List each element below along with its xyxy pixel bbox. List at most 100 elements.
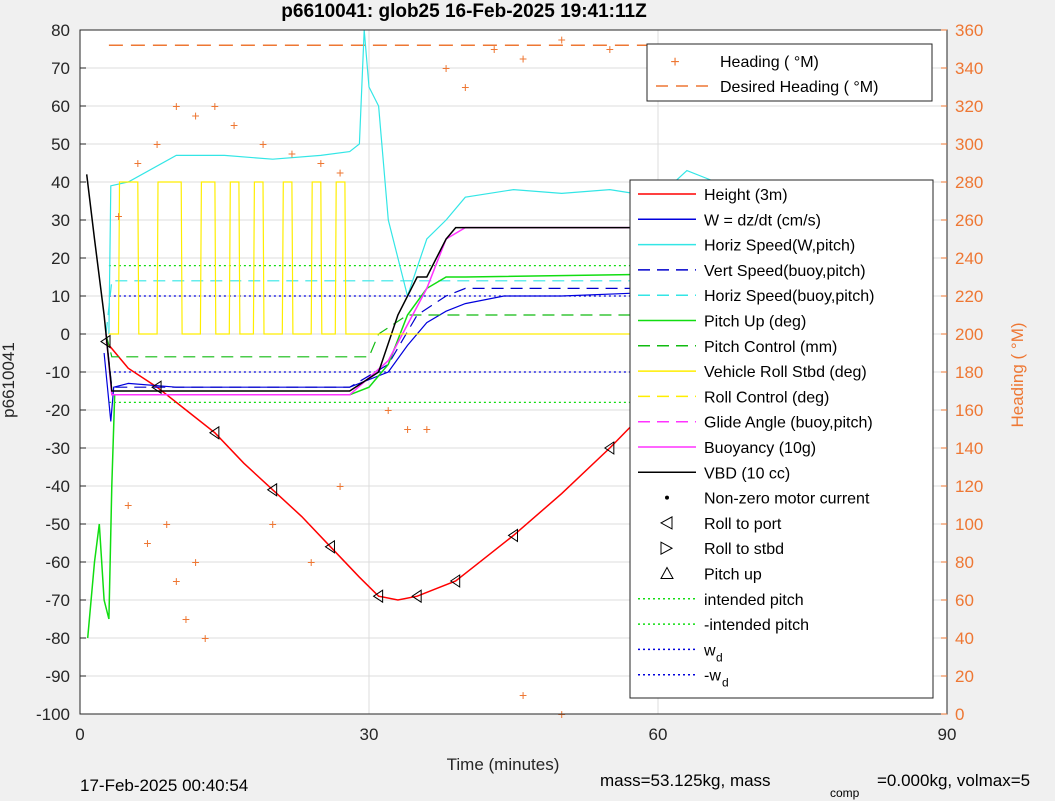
y-tick-label: -80 [45, 629, 70, 648]
legend-item-icon [659, 516, 673, 530]
heading-marker: + [384, 402, 392, 418]
y-tick-label: -90 [45, 667, 70, 686]
y-tick-label: 40 [51, 173, 70, 192]
legend-heading: + Heading ( °M) Desired Heading ( °M) [646, 43, 933, 102]
y-tick-label: -20 [45, 401, 70, 420]
heading-marker: + [519, 687, 527, 703]
legend-item-label: VBD (10 cc) [704, 465, 790, 482]
heading-marker: + [461, 79, 469, 95]
heading-marker: + [172, 98, 180, 114]
right-tick-label: 280 [955, 173, 983, 192]
y-tick-label: 70 [51, 59, 70, 78]
heading-marker: + [192, 108, 200, 124]
heading-marker: + [442, 60, 450, 76]
left-axis: 80 70 60 50 40 30 20 10 0 -10 -20 -30 -40 -50 -60 -70 -8… [36, 21, 86, 724]
series-layer [85, 29, 726, 639]
right-tick-label: 100 [955, 515, 983, 534]
y-tick-label: 80 [51, 21, 70, 40]
heading-marker: + [182, 611, 190, 627]
roll-marker [208, 425, 220, 440]
heading-marker: + [192, 554, 200, 570]
heading-marker: + [172, 573, 180, 589]
right-tick-label: 260 [955, 211, 983, 230]
legend-main-box [629, 179, 934, 699]
right-tick-label: 140 [955, 439, 983, 458]
footer-mass-subscript: comp [830, 786, 860, 800]
legend-heading-box [646, 43, 933, 102]
roll-marker [603, 441, 615, 455]
legend-item-label: intended pitch [704, 592, 804, 609]
roll-marker [151, 380, 162, 395]
legend-item-label: Height (3m) [704, 187, 788, 204]
y-tick-label: 60 [51, 97, 70, 116]
right-axis: 3603403203002802602402202001801601401201… [941, 21, 983, 724]
legend-desired-heading-label: Desired Heading ( °M) [720, 79, 878, 96]
heading-marker: + [153, 136, 161, 152]
right-tick-label: 80 [955, 553, 974, 572]
roll-marker [372, 589, 384, 604]
right-tick-label: 220 [955, 287, 983, 306]
heading-marker: + [558, 32, 566, 48]
series-line [105, 226, 726, 396]
legend-item-icon [665, 495, 669, 500]
heading-marker: + [423, 421, 431, 437]
right-axis-label: Heading ( °M) [1008, 322, 1027, 427]
heading-marker: + [114, 208, 122, 224]
heading-marker: + [163, 516, 171, 532]
roll-marker [449, 574, 461, 588]
heading-marker: + [201, 630, 209, 646]
x-tick-label: 90 [938, 725, 957, 744]
legend-main: Height (3m) W = dz/dt (cm/s) Horiz Speed(W… [629, 179, 934, 699]
right-tick-label: 60 [955, 591, 974, 610]
series-line [85, 174, 726, 392]
legend-item-label: w [703, 642, 716, 659]
legend-item-label: Glide Angle (buoy,pitch) [704, 415, 873, 432]
legend-item-icon [660, 541, 674, 556]
legend-item-subscript: d [722, 676, 729, 690]
legend-item-label: Roll Control (deg) [704, 389, 829, 406]
x-tick-label: 0 [75, 725, 84, 744]
legend-item-label: Vert Speed(buoy,pitch) [704, 263, 866, 280]
legend-heading-icon: + [670, 54, 679, 71]
y-tick-label: 30 [51, 211, 70, 230]
y-axis-label: p6610041 [0, 342, 18, 418]
y-tick-label: 20 [51, 249, 70, 268]
legend-item-label: Non-zero motor current [704, 491, 870, 508]
right-tick-label: 40 [955, 629, 974, 648]
legend-item-label: Horiz Speed(W,pitch) [704, 238, 855, 255]
y-tick-label: -30 [45, 439, 70, 458]
right-tick-label: 300 [955, 135, 983, 154]
heading-marker: + [288, 146, 296, 162]
legend-item-label: -intended pitch [704, 617, 809, 634]
y-tick-label: 0 [61, 325, 70, 344]
y-tick-label: -10 [45, 363, 70, 382]
legend-item-label: -w [704, 668, 721, 685]
right-tick-label: 180 [955, 363, 983, 382]
x-tick-label: 60 [649, 725, 668, 744]
right-tick-label: 340 [955, 59, 983, 78]
x-axis-label: Time (minutes) [447, 755, 560, 774]
legend-item-label: Pitch Control (mm) [704, 339, 837, 356]
heading-marker: + [490, 41, 498, 57]
y-tick-label: -100 [36, 705, 70, 724]
heading-marker: + [143, 535, 151, 551]
heading-marker: + [211, 98, 219, 114]
footer-timestamp: 17-Feb-2025 00:40:54 [80, 776, 248, 795]
legend-item-label: Vehicle Roll Stbd (deg) [704, 364, 867, 381]
roll-marker [507, 528, 518, 543]
roll-markers [100, 334, 702, 604]
series-line [105, 280, 726, 335]
y-tick-label: -50 [45, 515, 70, 534]
reference-lines [108, 44, 726, 403]
legend-item-label: Buoyancy (10g) [704, 440, 816, 457]
heading-marker: + [124, 497, 132, 513]
legend-item-label: W = dz/dt (cm/s) [704, 212, 821, 229]
right-tick-label: 320 [955, 97, 983, 116]
right-tick-label: 200 [955, 325, 983, 344]
heading-marker: + [317, 155, 325, 171]
right-tick-label: 0 [955, 705, 964, 724]
series-line [103, 291, 726, 422]
roll-marker [100, 334, 111, 349]
y-tick-label: -40 [45, 477, 70, 496]
